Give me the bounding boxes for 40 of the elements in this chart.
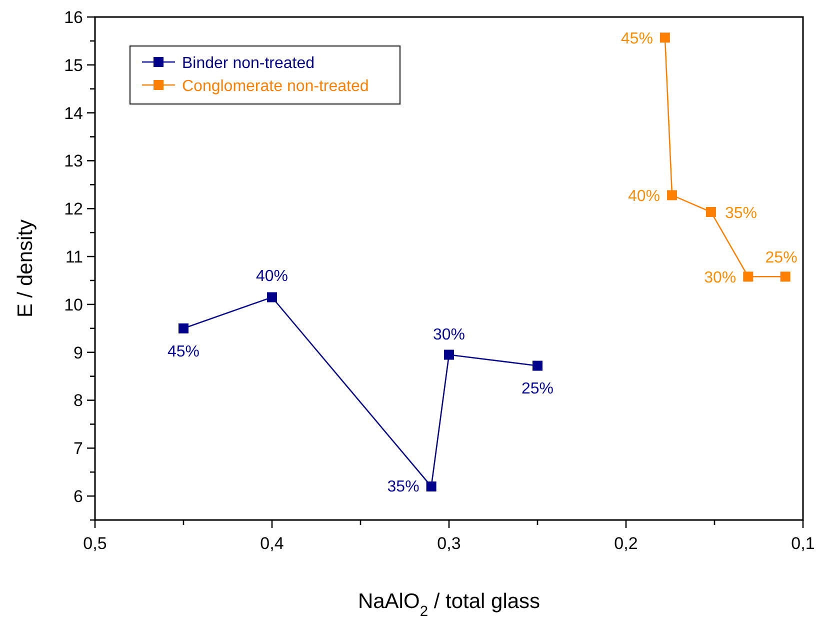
x-tick-label: 0,3 bbox=[437, 534, 461, 553]
x-tick-label: 0,1 bbox=[791, 534, 815, 553]
x-tick-label: 0,2 bbox=[614, 534, 638, 553]
y-tick-label: 6 bbox=[74, 487, 83, 506]
legend-label: Binder non-treated bbox=[182, 55, 315, 72]
y-tick-label: 14 bbox=[64, 104, 83, 123]
annotation: 30% bbox=[704, 270, 736, 287]
x-axis-title: NaAlO$_{2}$ / total glass bbox=[358, 590, 540, 620]
point bbox=[780, 272, 790, 282]
y-tick-label: 9 bbox=[74, 343, 83, 362]
annotation: 25% bbox=[521, 380, 554, 398]
point bbox=[532, 360, 542, 371]
annotation: 35% bbox=[724, 204, 757, 222]
y-tick-label: 12 bbox=[64, 200, 83, 219]
y-tick-label: 15 bbox=[64, 56, 83, 75]
y-tick-label: 7 bbox=[74, 439, 83, 458]
point bbox=[178, 323, 188, 334]
point bbox=[743, 272, 754, 282]
point bbox=[426, 481, 436, 492]
y-tick-label: 8 bbox=[74, 391, 83, 410]
point bbox=[660, 32, 670, 43]
annotation: 40% bbox=[256, 268, 288, 286]
y-tick-label: 16 bbox=[64, 8, 83, 27]
annotation: 30% bbox=[432, 326, 466, 344]
y-axis-title: E / density bbox=[14, 218, 37, 318]
annotation: 40% bbox=[628, 188, 660, 206]
y-tick-label: 10 bbox=[64, 295, 83, 314]
point bbox=[706, 206, 716, 217]
annotation: 35% bbox=[387, 478, 420, 496]
y-tick-label: 11 bbox=[65, 248, 83, 267]
annotation: 45% bbox=[167, 343, 200, 360]
x-tick-label: 0,5 bbox=[83, 534, 107, 553]
point bbox=[267, 292, 277, 302]
annotation: 25% bbox=[765, 250, 798, 267]
annotation: 45% bbox=[620, 30, 653, 48]
x-tick-label: 0,4 bbox=[260, 534, 284, 553]
point bbox=[667, 190, 678, 200]
legend-label: Conglomerate non-treated bbox=[182, 78, 369, 95]
y-tick-label: 13 bbox=[64, 152, 83, 171]
point bbox=[444, 350, 454, 360]
